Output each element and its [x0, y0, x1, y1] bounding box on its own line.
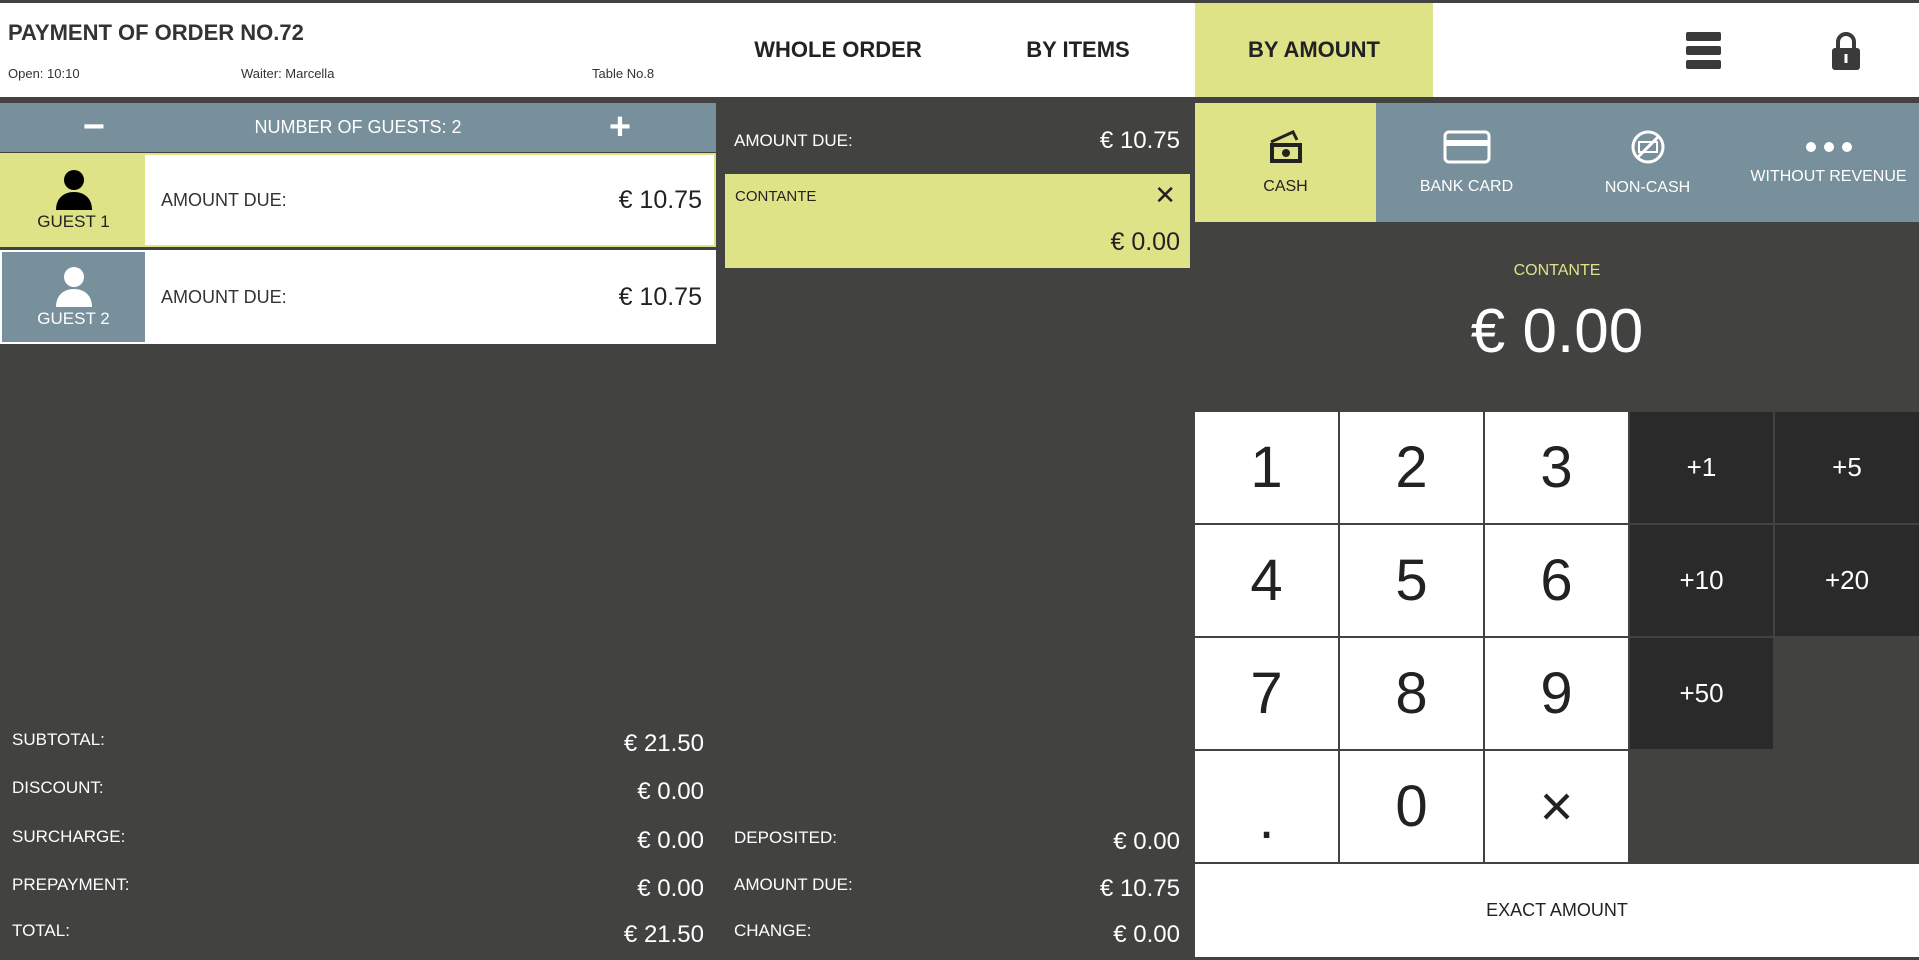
subtotal-row: SUBTOTAL: € 21.50: [12, 730, 704, 758]
value: € 10.75: [1099, 875, 1180, 902]
method-without-revenue[interactable]: WITHOUT REVENUE: [1738, 103, 1919, 222]
remaining-due-row: AMOUNT DUE: € 10.75: [734, 875, 1180, 903]
header: [0, 3, 1919, 97]
label: AMOUNT DUE:: [734, 875, 853, 894]
lock-icon[interactable]: [1831, 32, 1861, 70]
method-non-cash[interactable]: NON-CASH: [1557, 103, 1738, 222]
payment-amount: € 0.00: [1110, 228, 1180, 256]
value: € 0.00: [1113, 921, 1180, 948]
method-label: BANK CARD: [1419, 177, 1514, 195]
key-4[interactable]: 4: [1195, 525, 1338, 636]
surcharge-row: SURCHARGE: € 0.00: [12, 827, 704, 855]
guest-row[interactable]: GUEST 2 AMOUNT DUE: € 10.75: [0, 250, 716, 344]
remove-guest-button[interactable]: −: [82, 106, 106, 148]
label: DEPOSITED:: [734, 828, 837, 847]
payment-display-amount: € 0.00: [1470, 297, 1644, 366]
label: PREPAYMENT:: [12, 875, 130, 894]
key-1[interactable]: 1: [1195, 412, 1338, 523]
key-6[interactable]: 6: [1485, 525, 1628, 636]
value: € 0.00: [637, 827, 704, 854]
change-row: CHANGE: € 0.00: [734, 921, 1180, 949]
quick-add-50[interactable]: +50: [1630, 638, 1773, 749]
hamburger-icon[interactable]: [1686, 32, 1721, 69]
page-title: PAYMENT OF ORDER NO.72: [8, 20, 304, 45]
amount-due-row: AMOUNT DUE: € 10.75: [734, 127, 1180, 155]
key-0[interactable]: 0: [1340, 751, 1483, 862]
card-icon: [1443, 130, 1490, 163]
key-decimal[interactable]: .: [1195, 751, 1338, 862]
total-row: TOTAL: € 21.50: [12, 921, 704, 949]
key-9[interactable]: 9: [1485, 638, 1628, 749]
value: € 21.50: [623, 921, 704, 948]
amount-due-value: € 10.75: [618, 282, 702, 311]
amount-due-label: AMOUNT DUE:: [161, 286, 287, 307]
tab-whole-order[interactable]: WHOLE ORDER: [754, 37, 922, 62]
key-7[interactable]: 7: [1195, 638, 1338, 749]
non-cash-icon: [1631, 130, 1664, 163]
open-time: Open: 10:10: [8, 66, 80, 81]
table-number: Table No.8: [592, 66, 655, 81]
label: SUBTOTAL:: [12, 730, 105, 749]
payment-name: CONTANTE: [735, 188, 817, 205]
key-2[interactable]: 2: [1340, 412, 1483, 523]
method-label: CASH: [1263, 177, 1308, 195]
guests-count: NUMBER OF GUESTS: 2: [254, 117, 462, 137]
person-icon: [55, 170, 92, 210]
tab-by-items[interactable]: BY ITEMS: [1026, 37, 1130, 62]
quick-add-10[interactable]: +10: [1630, 525, 1773, 636]
payment-entry[interactable]: CONTANTE ✕ € 0.00: [725, 174, 1190, 268]
deposited-row: DEPOSITED: € 0.00: [734, 828, 1180, 856]
more-icon: [1805, 141, 1852, 152]
value: € 10.75: [1099, 127, 1180, 154]
label: SURCHARGE:: [12, 827, 126, 846]
exact-amount-button[interactable]: EXACT AMOUNT: [1195, 864, 1919, 957]
discount-row: DISCOUNT: € 0.00: [12, 778, 704, 806]
value: € 0.00: [637, 778, 704, 805]
guest-name: GUEST 2: [37, 309, 110, 328]
quick-add-1[interactable]: +1: [1630, 412, 1773, 523]
key-clear[interactable]: ×: [1485, 751, 1628, 862]
key-8[interactable]: 8: [1340, 638, 1483, 749]
key-5[interactable]: 5: [1340, 525, 1483, 636]
label: AMOUNT DUE:: [734, 131, 853, 150]
method-label: WITHOUT REVENUE: [1750, 167, 1907, 185]
prepayment-row: PREPAYMENT: € 0.00: [12, 875, 704, 903]
guest-name: GUEST 1: [37, 212, 110, 231]
amount-due-value: € 10.75: [618, 185, 702, 214]
method-label: NON-CASH: [1604, 178, 1691, 196]
payment-display-label: CONTANTE: [1513, 262, 1601, 279]
label: CHANGE:: [734, 921, 812, 940]
guests-bar: NUMBER OF GUESTS: 2: [0, 103, 716, 152]
value: € 0.00: [1113, 828, 1180, 855]
label: TOTAL:: [12, 921, 70, 940]
method-bank-card[interactable]: BANK CARD: [1376, 103, 1557, 222]
waiter: Waiter: Marcella: [241, 66, 335, 81]
amount-due-label: AMOUNT DUE:: [161, 189, 287, 210]
person-icon: [55, 267, 92, 307]
value: € 0.00: [637, 875, 704, 902]
method-cash[interactable]: CASH: [1195, 103, 1376, 222]
add-guest-button[interactable]: +: [608, 106, 632, 148]
value: € 21.50: [623, 730, 704, 757]
key-3[interactable]: 3: [1485, 412, 1628, 523]
guest-tile[interactable]: GUEST 2: [2, 252, 145, 342]
remove-payment-icon[interactable]: ✕: [1154, 180, 1176, 210]
cash-icon: [1269, 129, 1302, 163]
quick-add-5[interactable]: +5: [1775, 412, 1919, 523]
clear-icon: ×: [1539, 774, 1574, 839]
label: DISCOUNT:: [12, 778, 104, 797]
guest-row[interactable]: GUEST 1 AMOUNT DUE: € 10.75: [0, 153, 716, 247]
tab-by-amount[interactable]: BY AMOUNT: [1195, 3, 1433, 97]
guest-tile[interactable]: GUEST 1: [2, 155, 145, 245]
quick-add-20[interactable]: +20: [1775, 525, 1919, 636]
